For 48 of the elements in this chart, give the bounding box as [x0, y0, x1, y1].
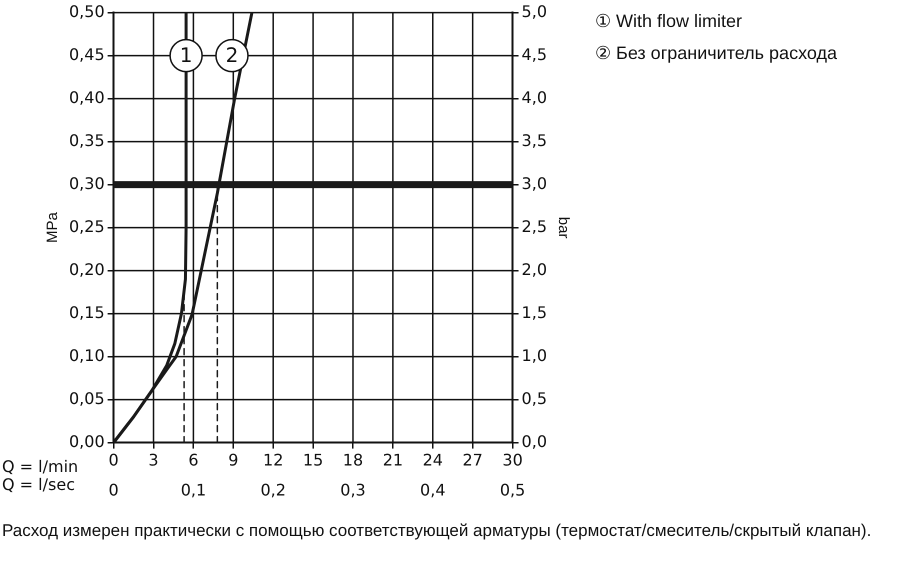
text: ② Без ограничитель расхода	[595, 42, 838, 65]
y2-tick-label: 2,0	[522, 260, 548, 279]
text: Расход измерен практически с помощью соответствующей арматуры (термостат/смеситель/скрытый клапан).	[2, 520, 872, 542]
x-tick-label: 6	[188, 450, 199, 470]
x-tick-label: 21	[382, 450, 404, 470]
x-tick-label: 30	[502, 450, 523, 470]
x2-tick-label: 0,3	[340, 480, 366, 500]
y2-tick-label: 4,5	[522, 44, 548, 64]
x2-axis-title: Q = l/sec	[2, 474, 75, 494]
y2-tick-label: 1,0	[522, 346, 548, 365]
x-tick-label: 12	[263, 450, 284, 470]
x-axis-title: Q = l/min	[2, 456, 78, 476]
x-tick-label: 24	[422, 450, 443, 470]
x-tick-label: 3	[148, 450, 159, 470]
y-tick-label: 0,05	[69, 388, 105, 408]
y2-tick-label: 0,5	[522, 388, 548, 408]
y2-tick-label: 1,5	[522, 302, 548, 322]
annotation: 2	[226, 42, 238, 67]
y2-tick-label: 0,0	[522, 432, 548, 451]
y2-axis-title: bar	[554, 216, 572, 238]
y2-tick-label: 5,0	[522, 2, 548, 21]
x-tick-label: 9	[228, 450, 238, 470]
y-tick-label: 0,10	[69, 346, 105, 365]
x-tick-label: 27	[462, 450, 483, 470]
x-tick-label: 18	[342, 450, 364, 470]
y2-tick-label: 4,0	[522, 88, 548, 107]
y-tick-label: 0,25	[69, 216, 105, 236]
x2-tick-label: 0,2	[260, 480, 286, 500]
y2-tick-label: 3,0	[522, 174, 548, 193]
y-axis-title: MPa	[44, 212, 62, 244]
x2-tick-label: 0,5	[500, 480, 526, 500]
x2-tick-label: 0,4	[420, 480, 446, 500]
y-tick-label: 0,00	[69, 432, 105, 451]
x2-tick-label: 0	[108, 480, 119, 500]
text: ① With flow limiter	[595, 10, 744, 33]
y-tick-label: 0,30	[69, 174, 105, 193]
x2-tick-label: 0,1	[180, 480, 206, 500]
y-tick-label: 0,40	[69, 88, 105, 107]
y-tick-label: 0,45	[69, 44, 105, 64]
x-tick-label: 0	[108, 450, 119, 470]
y-tick-label: 0,50	[69, 2, 105, 21]
y-tick-label: 0,20	[69, 260, 105, 279]
y-tick-label: 0,35	[69, 130, 105, 150]
y2-tick-label: 2,5	[522, 216, 548, 236]
y2-tick-label: 3,5	[522, 130, 548, 150]
x-tick-label: 15	[302, 450, 324, 470]
y-tick-label: 0,15	[69, 302, 105, 322]
annotation: 1	[180, 42, 192, 67]
